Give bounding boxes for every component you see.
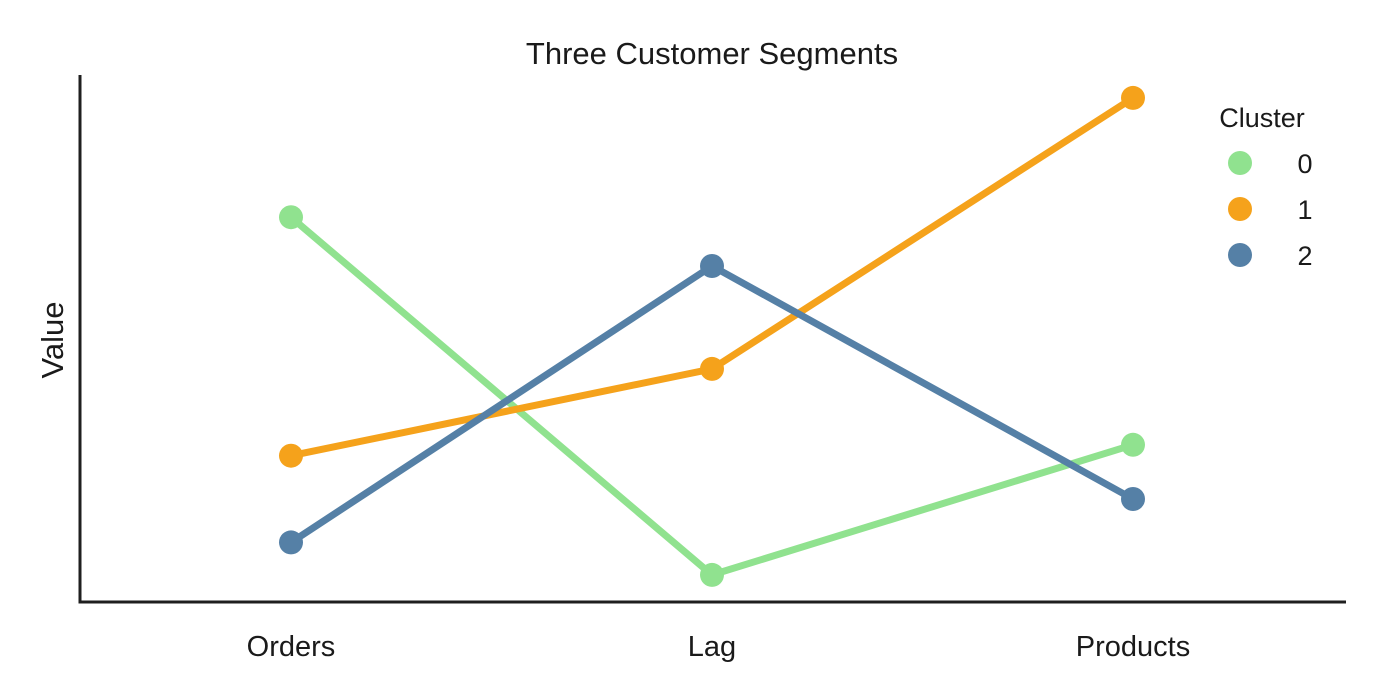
legend-marker xyxy=(1228,197,1252,221)
data-point xyxy=(279,443,303,468)
legend-label: 2 xyxy=(1297,241,1312,271)
chart-title: Three Customer Segments xyxy=(526,36,898,71)
data-point xyxy=(700,356,724,381)
legend-marker xyxy=(1228,151,1252,175)
data-point xyxy=(1121,487,1145,511)
series-line-2 xyxy=(289,262,1135,546)
data-point xyxy=(700,254,724,278)
x-tick-label: Orders xyxy=(247,631,336,663)
legend-label: 1 xyxy=(1297,195,1312,225)
x-tick-labels: Orders Lag Products xyxy=(247,631,1191,663)
data-point xyxy=(279,530,303,555)
series-lines xyxy=(288,94,1135,579)
legend: Cluster 0 1 2 xyxy=(1219,103,1312,271)
x-tick-label: Lag xyxy=(688,631,736,663)
data-point xyxy=(1121,432,1145,457)
legend-title: Cluster xyxy=(1219,103,1305,133)
data-point xyxy=(279,205,303,230)
legend-items: 0 1 2 xyxy=(1228,149,1313,271)
x-tick-label: Products xyxy=(1076,631,1190,663)
data-point xyxy=(700,562,724,587)
data-point xyxy=(1121,85,1145,110)
legend-marker xyxy=(1228,243,1252,267)
legend-label: 0 xyxy=(1297,149,1312,179)
y-axis-label: Value xyxy=(35,302,70,379)
series-points xyxy=(279,85,1145,587)
